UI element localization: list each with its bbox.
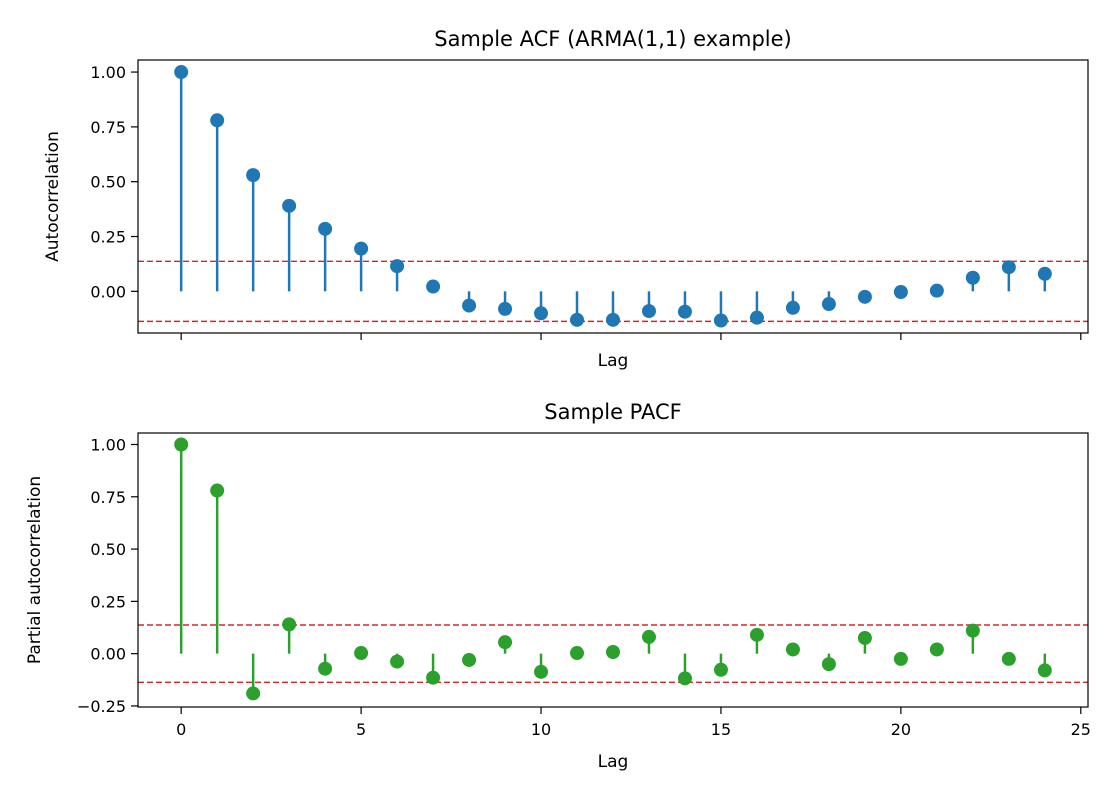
acf-ytick-label-1: 0.25 [90, 228, 126, 247]
pacf-ytick-label-1: 0.00 [90, 645, 126, 664]
acf-marker-lag-22 [965, 270, 980, 285]
acf-marker-lag-14 [677, 304, 692, 319]
acf-marker-lag-11 [570, 312, 585, 327]
pacf-marker-lag-16 [749, 627, 764, 642]
acf-marker-lag-2 [246, 168, 261, 183]
pacf-marker-lag-21 [929, 642, 944, 657]
pacf-ytick-label-3: 0.50 [90, 540, 126, 559]
acf-marker-lag-20 [893, 284, 908, 299]
pacf-marker-lag-23 [1001, 651, 1016, 666]
acf-marker-lag-18 [821, 297, 836, 312]
pacf-xtick-label-5: 5 [356, 720, 366, 739]
acf-y-axis-label: Autocorrelation [43, 131, 63, 262]
acf-ytick-label-2: 0.50 [90, 173, 126, 192]
pacf-marker-lag-20 [893, 651, 908, 666]
acf-marker-lag-21 [929, 283, 944, 298]
pacf-marker-lag-14 [677, 671, 692, 686]
pacf-xtick-label-0: 0 [176, 720, 186, 739]
acf-title: Sample ACF (ARMA(1,1) example) [434, 27, 792, 51]
pacf-xtick-label-15: 15 [711, 720, 731, 739]
pacf-panel: 0 5 10 15 20 25 −0.25 0.00 0.25 0.50 0.75 1.00 Sampl… [25, 400, 1091, 772]
pacf-marker-lag-22 [965, 623, 980, 638]
pacf-ytick-label-5: 1.00 [90, 436, 126, 455]
pacf-marker-lag-11 [570, 646, 585, 661]
pacf-marker-lag-0 [174, 437, 189, 452]
pacf-marker-lag-1 [210, 483, 225, 498]
acf-marker-lag-0 [174, 65, 189, 80]
acf-marker-lag-13 [641, 304, 656, 319]
pacf-marker-lag-12 [606, 644, 620, 659]
acf-x-axis-label: Lag [598, 351, 629, 371]
pacf-marker-lag-7 [426, 670, 441, 685]
pacf-marker-lag-13 [641, 629, 656, 644]
pacf-marker-lag-5 [354, 646, 369, 661]
pacf-marker-lag-4 [318, 661, 333, 676]
pacf-marker-lag-17 [785, 642, 800, 657]
pacf-marker-lag-9 [498, 635, 513, 650]
acf-marker-lag-10 [534, 306, 549, 321]
acf-ytick-label-3: 0.75 [90, 118, 126, 137]
pacf-marker-lag-10 [534, 664, 549, 679]
acf-axes-frame [137, 59, 1089, 334]
pacf-xtick-label-25: 25 [1071, 720, 1091, 739]
acf-marker-lag-8 [462, 298, 477, 313]
pacf-marker-lag-24 [1037, 663, 1052, 678]
acf-marker-lag-15 [713, 313, 728, 328]
acf-marker-lag-19 [857, 289, 872, 304]
acf-ytick-label-4: 1.00 [90, 63, 126, 82]
pacf-xtick-label-10: 10 [531, 720, 551, 739]
pacf-marker-lag-3 [282, 617, 297, 632]
acf-marker-lag-7 [426, 279, 441, 294]
pacf-xtick-label-20: 20 [891, 720, 911, 739]
acf-marker-lag-1 [210, 113, 225, 128]
acf-panel: 0.00 0.25 0.50 0.75 1.00 Sample ACF (ARMA(1,1… [43, 27, 1089, 371]
acf-marker-lag-4 [318, 221, 333, 236]
pacf-marker-lag-18 [821, 657, 836, 672]
pacf-x-axis-label: Lag [598, 752, 629, 772]
pacf-ytick-label-0: −0.25 [77, 697, 126, 716]
pacf-title: Sample PACF [544, 400, 681, 424]
pacf-ytick-label-2: 0.25 [90, 592, 126, 611]
acf-marker-lag-16 [749, 310, 764, 325]
pacf-marker-lag-6 [390, 654, 405, 669]
acf-marker-lag-5 [354, 241, 369, 256]
acf-marker-lag-23 [1001, 260, 1016, 275]
acf-marker-lag-12 [606, 312, 620, 327]
acf-marker-lag-24 [1037, 266, 1052, 281]
acf-marker-lag-3 [282, 198, 297, 213]
pacf-marker-lag-19 [857, 630, 872, 645]
pacf-marker-lag-2 [246, 686, 261, 701]
acf-marker-lag-17 [785, 300, 800, 315]
pacf-axes-frame [137, 432, 1089, 708]
acf-marker-lag-6 [390, 259, 405, 274]
acf-marker-lag-9 [498, 301, 513, 316]
pacf-y-axis-label: Partial autocorrelation [25, 476, 45, 664]
pacf-marker-lag-8 [462, 652, 477, 667]
acf-ytick-label-0: 0.00 [90, 282, 126, 301]
pacf-marker-lag-15 [713, 662, 728, 677]
pacf-ytick-label-4: 0.75 [90, 488, 126, 507]
